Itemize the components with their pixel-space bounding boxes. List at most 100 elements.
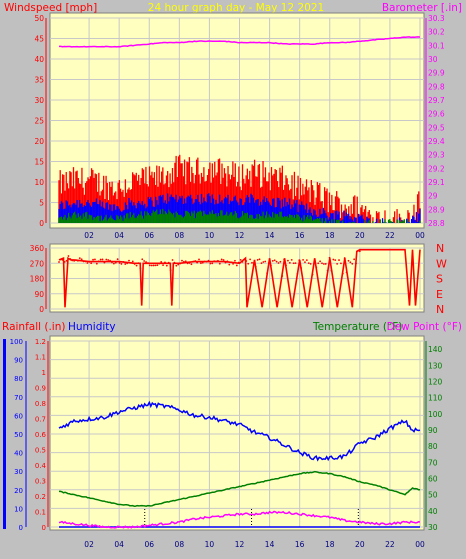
direction-point (59, 258, 62, 261)
direction-point (95, 262, 98, 265)
direction-point (78, 257, 81, 260)
direction-point (167, 261, 170, 264)
direction-point (99, 258, 102, 261)
direction-point (82, 260, 85, 263)
direction-point (296, 273, 299, 275)
temp-y-tick-label: 120 (428, 377, 443, 386)
direction-point (65, 259, 68, 262)
climate-x-tick-label: 00 (415, 540, 425, 549)
direction-point (80, 258, 83, 261)
direction-point (322, 263, 325, 265)
climate-x-tick-label: 06 (144, 540, 154, 549)
wind-y-tick-label: 10 (34, 178, 44, 187)
rain-y-tick-label: 0.4 (35, 462, 47, 470)
direction-point (275, 260, 278, 263)
direction-point (190, 263, 193, 266)
direction-point (203, 260, 206, 263)
direction-y-tick-label: 90 (34, 290, 44, 299)
direction-point (271, 260, 274, 262)
humidity-y-tick-label: 20 (14, 487, 23, 495)
direction-point (224, 261, 227, 264)
direction-point (177, 263, 180, 266)
direction-point (234, 259, 236, 262)
direction-point (86, 262, 89, 264)
direction-point (158, 262, 161, 265)
rain-y-tick-label: 0.3 (35, 478, 46, 486)
direction-point (220, 258, 223, 261)
direction-point (126, 262, 129, 265)
direction-point (112, 262, 115, 265)
direction-point (328, 256, 331, 259)
direction-point (67, 255, 70, 257)
humidity-line (58, 400, 421, 462)
direction-point (154, 264, 157, 267)
direction-point (249, 258, 251, 261)
direction-point (160, 260, 163, 263)
chart-title: 24 hour graph day - May 12 2021 (148, 2, 324, 14)
humidity-axis-title: Humidity (68, 321, 116, 333)
direction-point (309, 262, 312, 265)
direction-point (181, 259, 183, 262)
direction-point (205, 260, 208, 263)
temp-y-tick-label: 90 (428, 426, 438, 435)
direction-point (215, 260, 217, 263)
wind-y-tick-label: 45 (34, 35, 44, 44)
wind-y-tick-label: 5 (39, 199, 44, 208)
direction-point (260, 262, 263, 265)
direction-point (358, 250, 361, 253)
rain-y-tick-label: 0.1 (35, 509, 46, 517)
direction-point (241, 260, 244, 263)
direction-point (58, 261, 60, 263)
wind-x-tick-label: 08 (175, 231, 185, 240)
wind-x-tick-label: 10 (205, 231, 215, 240)
direction-y-tick-label: 270 (30, 259, 45, 268)
direction-y-tick-label: 0 (39, 305, 44, 314)
direction-point (357, 249, 359, 252)
compass-label: N (436, 242, 444, 255)
direction-point (164, 261, 166, 264)
wind-min-series (58, 208, 421, 223)
direction-point (188, 262, 191, 264)
humidity-y-tick-label: 90 (14, 357, 23, 365)
direction-point (201, 261, 204, 264)
direction-point (135, 264, 138, 267)
direction-point (171, 259, 174, 261)
direction-point (120, 263, 123, 265)
climate-x-tick-label: 08 (175, 540, 185, 549)
baro-y-tick-label: 29.9 (428, 69, 445, 78)
direction-point (92, 258, 94, 261)
direction-point (251, 261, 253, 264)
compass-label: N (436, 303, 444, 316)
climate-x-tick-label: 10 (205, 540, 215, 549)
direction-point (222, 259, 225, 261)
direction-point (266, 272, 269, 275)
humidity-y-tick-label: 60 (14, 412, 23, 420)
wind-y-tick-label: 25 (34, 117, 44, 126)
barometer-line (59, 36, 421, 48)
direction-y-tick-label: 360 (30, 244, 45, 253)
direction-point (332, 258, 335, 261)
temp-y-tick-label: 100 (428, 410, 443, 419)
direction-point (137, 262, 140, 265)
direction-point (128, 259, 130, 262)
wind-x-tick-label: 04 (114, 231, 124, 240)
direction-point (283, 258, 286, 261)
rain-y-tick-label: 1 (42, 369, 46, 377)
direction-point (84, 260, 87, 263)
humidity-y-tick-label: 10 (14, 505, 23, 513)
baro-y-tick-label: 30.2 (428, 28, 445, 37)
direction-point (254, 265, 257, 268)
humidity-y-tick-label: 100 (10, 338, 23, 346)
baro-y-tick-label: 29 (428, 192, 438, 201)
climate-x-tick-label: 18 (325, 540, 335, 549)
rain-y-tick-label: 0.9 (35, 385, 46, 393)
climate-x-tick-label: 12 (235, 540, 245, 549)
wind-y-tick-label: 15 (34, 158, 44, 167)
humidity-y-tick-label: 70 (14, 394, 23, 402)
direction-point (287, 259, 289, 262)
direction-point (209, 262, 212, 265)
direction-point (273, 259, 276, 262)
direction-point (133, 263, 136, 265)
direction-point (279, 260, 282, 263)
rain-axis-title: Rainfall (.in) (2, 321, 65, 333)
